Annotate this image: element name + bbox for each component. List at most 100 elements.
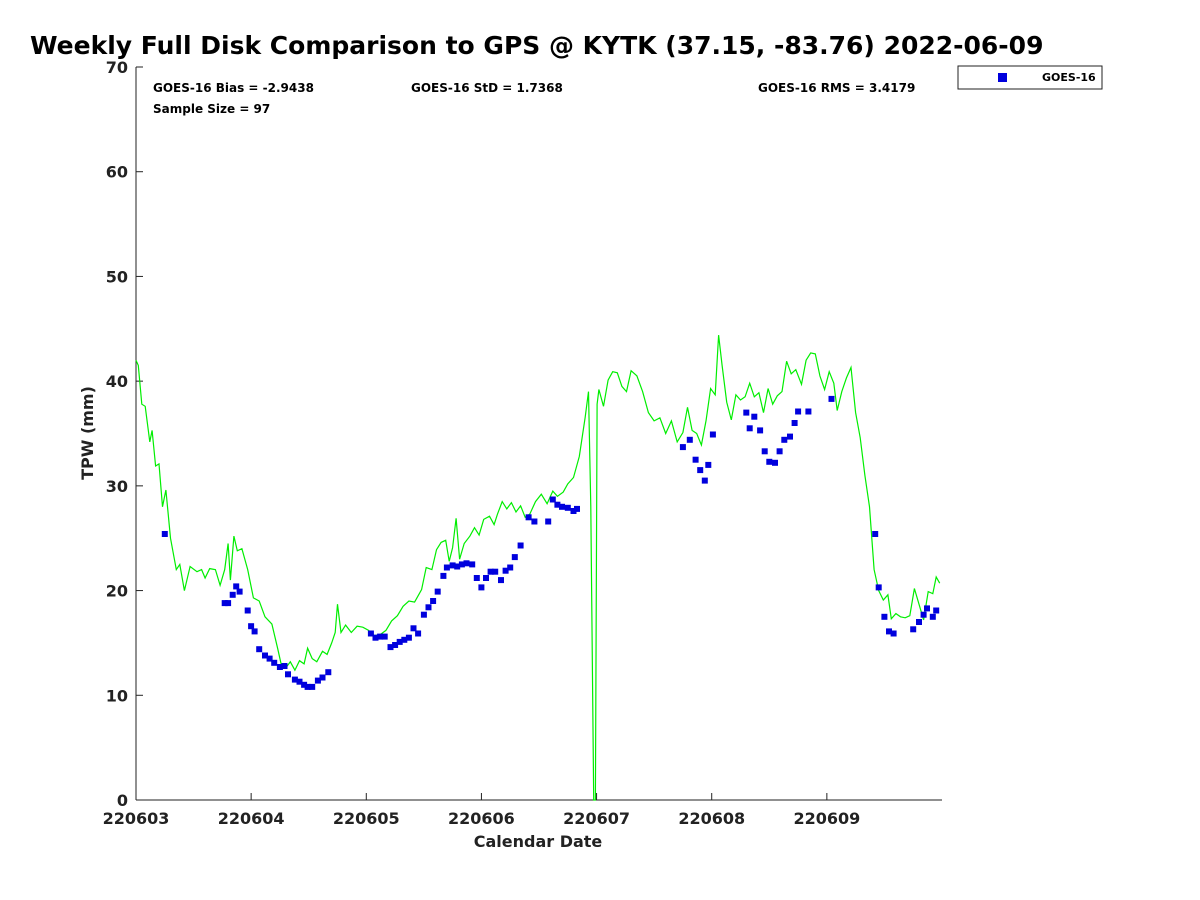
- goes16-data-point: [916, 619, 922, 625]
- goes16-data-point: [381, 633, 388, 640]
- x-tick-label: 220607: [563, 809, 630, 828]
- goes16-data-point: [296, 678, 303, 685]
- goes16-data-point: [440, 572, 447, 579]
- rms-stat: GOES-16 RMS = 3.4179: [758, 81, 915, 95]
- goes16-data-point: [920, 611, 927, 618]
- goes16-data-point: [271, 659, 278, 666]
- std-stat: GOES-16 StD = 1.7368: [411, 81, 563, 95]
- goes16-data-point: [430, 598, 437, 604]
- gps-tpw-line: [135, 335, 941, 801]
- goes16-data-point: [805, 408, 812, 415]
- goes16-data-point: [487, 568, 494, 575]
- sample-size-stat: Sample Size = 97: [153, 102, 270, 116]
- goes16-data-point: [233, 583, 240, 590]
- bias-stat: GOES-16 Bias = -2.9438: [153, 81, 314, 95]
- goes16-data-point: [545, 518, 552, 525]
- y-tick-label: 0: [117, 791, 128, 810]
- y-tick-label: 30: [106, 477, 128, 496]
- goes16-data-point: [454, 563, 461, 570]
- goes16-data-point: [787, 433, 793, 440]
- goes16-data-point: [401, 636, 408, 643]
- goes16-data-point: [225, 600, 232, 607]
- goes16-data-point: [478, 584, 485, 591]
- goes16-data-point: [392, 642, 399, 648]
- goes16-data-point: [910, 626, 917, 633]
- goes16-data-point: [372, 634, 379, 641]
- legend: GOES-16: [957, 65, 1103, 90]
- x-tick-label: 220605: [333, 809, 400, 828]
- x-tick-label: 220609: [793, 809, 860, 828]
- goes16-data-point: [828, 395, 835, 402]
- goes16-data-point: [285, 671, 291, 678]
- goes16-data-point: [679, 444, 686, 451]
- goes16-data-point: [304, 683, 311, 690]
- goes16-data-point: [420, 611, 427, 618]
- goes16-data-point: [469, 561, 476, 568]
- goes16-data-point: [511, 554, 518, 561]
- goes16-data-point: [564, 504, 571, 511]
- goes16-data-point: [276, 664, 283, 670]
- goes16-data-point: [791, 420, 798, 426]
- x-tick-label: 220603: [103, 809, 170, 828]
- goes16-data-point: [686, 436, 693, 443]
- goes16-data-point: [377, 633, 384, 640]
- goes16-data-point: [766, 458, 773, 465]
- goes16-data-point: [757, 427, 764, 434]
- series-layer: [135, 335, 941, 801]
- goes16-data-point: [692, 456, 699, 463]
- goes16-data-point: [248, 623, 255, 630]
- goes16-data-point: [256, 646, 263, 653]
- goes16-data-point: [262, 652, 268, 659]
- goes16-data-point: [309, 683, 316, 690]
- x-tick-label: 220606: [448, 809, 515, 828]
- goes16-data-point: [463, 560, 470, 567]
- y-tick-label: 70: [106, 58, 128, 77]
- y-tick-label: 60: [106, 163, 128, 182]
- goes16-data-point: [244, 607, 251, 614]
- goes16-data-point: [314, 677, 321, 684]
- goes16-data-point: [924, 605, 930, 612]
- goes16-data-point: [781, 436, 788, 443]
- goes16-data-point: [266, 655, 273, 662]
- goes16-data-point: [502, 567, 509, 574]
- goes16-data-point: [319, 674, 326, 681]
- goes16-data-point: [492, 568, 499, 575]
- goes16-data-point: [281, 663, 288, 669]
- goes16-data-point: [498, 577, 504, 584]
- chart-title: Weekly Full Disk Comparison to GPS @ KYT…: [30, 31, 1043, 60]
- goes16-data-point: [701, 477, 708, 484]
- goes16-data-point: [570, 508, 577, 514]
- goes16-data-point: [881, 613, 888, 620]
- goes16-data-point: [751, 413, 758, 420]
- goes16-data-point: [772, 459, 778, 466]
- y-tick-label: 40: [106, 372, 128, 391]
- goes16-data-point: [705, 461, 712, 468]
- goes16-data-point: [507, 564, 514, 571]
- legend-box: [957, 65, 1103, 90]
- goes16-data-point: [410, 625, 417, 632]
- goes16-data-point: [291, 676, 298, 683]
- legend-marker-goes16: [998, 73, 1007, 82]
- goes16-data-point: [795, 408, 802, 415]
- y-tick-label: 10: [106, 686, 128, 705]
- goes16-data-point: [221, 600, 228, 607]
- goes16-data-point: [367, 630, 374, 637]
- goes16-data-point: [574, 505, 580, 512]
- x-tick-label: 220608: [678, 809, 745, 828]
- goes16-data-point: [890, 630, 897, 637]
- goes16-data-point: [531, 518, 538, 525]
- goes16-data-point: [875, 584, 882, 591]
- goes16-data-point: [743, 409, 750, 416]
- goes16-data-point: [458, 561, 465, 568]
- goes16-data-point: [425, 604, 432, 611]
- x-axis-ticks: 220603 220604 220605 220606 220607 220608 2206…: [103, 793, 860, 828]
- goes16-data-point: [886, 628, 892, 635]
- x-axis-label: Calendar Date: [474, 832, 603, 851]
- goes16-data-point: [697, 467, 704, 474]
- goes16-data-point: [517, 542, 524, 549]
- goes16-data-point: [872, 531, 879, 537]
- goes16-data-point: [933, 607, 940, 614]
- goes16-data-point: [301, 681, 308, 688]
- goes16-data-point: [251, 628, 258, 635]
